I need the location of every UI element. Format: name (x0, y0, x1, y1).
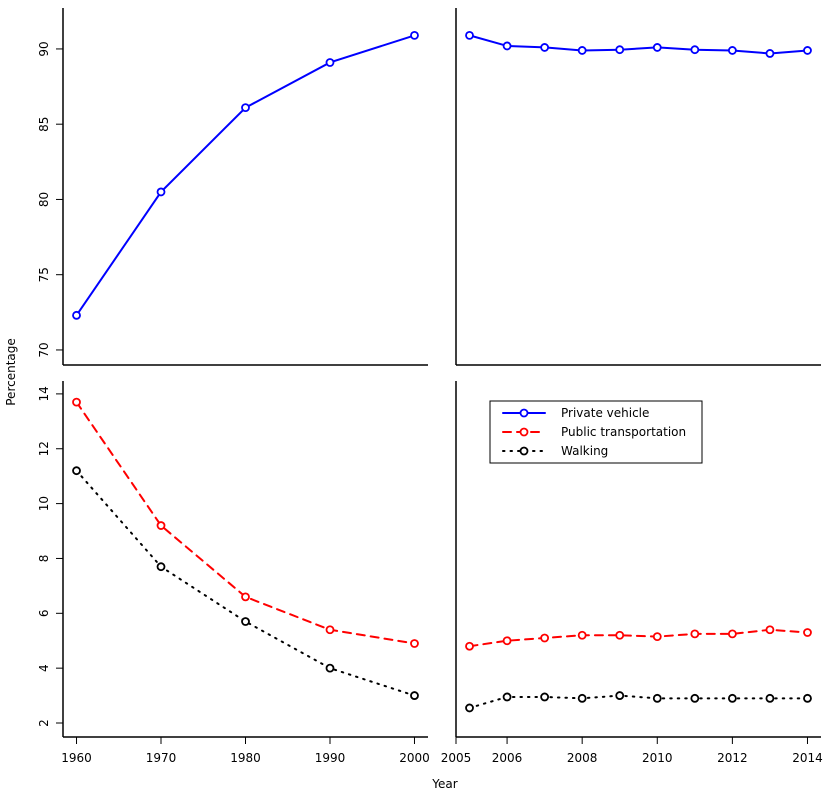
point-private (465, 30, 474, 40)
point-private (765, 49, 775, 58)
x-tick-label: 1960 (61, 751, 92, 765)
y-tick-label: 85 (37, 117, 51, 132)
point-walking (540, 692, 550, 702)
point-public (156, 521, 166, 530)
y-tick-label: 75 (37, 267, 51, 282)
y-tick-label: 2 (37, 719, 51, 727)
series-line-public (468, 628, 809, 648)
point-public (577, 630, 587, 640)
point-public (465, 641, 474, 651)
point-private (156, 187, 166, 197)
point-walking (690, 693, 700, 703)
series-line-walking (468, 694, 809, 709)
y-tick-label: 90 (37, 41, 51, 56)
legend-marker (519, 408, 529, 418)
x-tick-label: 1970 (146, 751, 177, 765)
point-public (690, 629, 700, 639)
point-public (502, 636, 512, 646)
x-tick-label: 2014 (792, 751, 823, 765)
point-walking (615, 691, 625, 700)
point-walking (765, 693, 775, 703)
point-private (615, 45, 625, 55)
y-tick-label: 12 (37, 441, 51, 456)
point-walking (325, 663, 335, 673)
point-public (72, 397, 81, 407)
point-private (652, 43, 662, 52)
panel-top-left: 70 75 80 85 90 (37, 8, 428, 366)
x-axis-label: Year (431, 777, 457, 791)
y-tick-label: 80 (37, 192, 51, 207)
point-walking (410, 691, 419, 700)
y-tick-label: 70 (37, 342, 51, 357)
point-walking (502, 692, 512, 702)
point-walking (803, 693, 812, 703)
point-private (577, 46, 587, 55)
legend-label: Walking (561, 444, 608, 458)
point-public (615, 630, 625, 640)
point-walking (577, 693, 587, 703)
point-private (72, 310, 81, 320)
legend-item-public: Public transportation (502, 425, 686, 439)
series-line-public (75, 401, 416, 645)
legend-item-walking: Walking (502, 444, 608, 458)
x-tick-label: 1980 (230, 751, 261, 765)
point-private (410, 30, 419, 40)
point-walking (652, 693, 662, 703)
point-walking (727, 693, 737, 703)
legend-item-private: Private vehicle (502, 406, 649, 420)
point-public (765, 625, 775, 635)
y-tick-label: 14 (37, 386, 51, 401)
point-public (540, 633, 550, 643)
point-public (652, 632, 662, 642)
x-tick-label: 2012 (717, 751, 748, 765)
x-tick-label: 1990 (315, 751, 346, 765)
x-tick-label: 2008 (567, 751, 598, 765)
point-private (325, 58, 335, 67)
point-public (241, 592, 250, 602)
point-private (502, 41, 512, 51)
y-axis-label: Percentage (4, 338, 18, 406)
y-tick-label: 8 (37, 555, 51, 563)
point-private (540, 43, 550, 52)
y-tick-label: 4 (37, 664, 51, 672)
point-walking (241, 617, 250, 626)
legend-label: Public transportation (561, 425, 686, 439)
point-public (727, 629, 737, 639)
series-line-private (468, 34, 809, 55)
point-walking (72, 466, 81, 476)
panel-top-right (455, 8, 821, 366)
y-tick-label: 6 (37, 609, 51, 617)
point-public (803, 628, 812, 637)
series-line-private (75, 34, 416, 317)
point-walking (156, 562, 166, 572)
point-private (690, 45, 700, 55)
point-private (803, 46, 812, 55)
legend-label: Private vehicle (561, 406, 649, 420)
x-tick-label: 2006 (492, 751, 523, 765)
point-public (410, 639, 419, 648)
point-private (241, 103, 250, 113)
x-tick-label: 2010 (642, 751, 673, 765)
point-public (325, 625, 335, 635)
x-tick-label: 2005 (441, 751, 472, 765)
y-tick-label: 10 (37, 496, 51, 511)
panel-bottom-left: 2 4 6 8 10 12 14 1960 1970 1980 1990 2000 (37, 381, 430, 765)
legend-marker (519, 446, 529, 456)
point-walking (465, 703, 474, 713)
legend: Private vehicle Public transportation Walk… (489, 400, 703, 464)
legend-marker (519, 427, 529, 437)
point-private (727, 46, 737, 55)
series-line-walking (75, 469, 416, 697)
x-tick-label: 2000 (399, 751, 430, 765)
panel-bottom-right: 2005 2006 2008 2010 2012 2014 (441, 381, 823, 765)
